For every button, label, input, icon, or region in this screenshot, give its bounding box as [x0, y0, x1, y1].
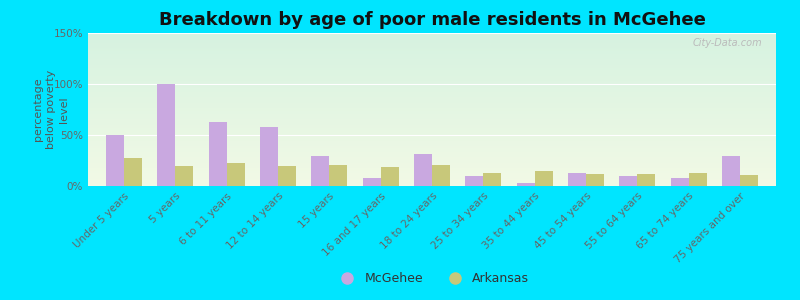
Bar: [311, 156, 330, 186]
Bar: [362, 178, 381, 186]
Bar: [586, 174, 604, 186]
Bar: [278, 166, 296, 186]
Title: Breakdown by age of poor male residents in McGehee: Breakdown by age of poor male residents …: [158, 11, 706, 29]
Bar: [568, 173, 586, 186]
Bar: [209, 122, 226, 186]
Bar: [619, 176, 638, 186]
Bar: [534, 171, 553, 186]
Bar: [432, 165, 450, 186]
Bar: [330, 165, 347, 186]
Bar: [260, 127, 278, 186]
Bar: [106, 135, 124, 186]
Bar: [381, 167, 398, 186]
Bar: [414, 154, 432, 186]
Bar: [158, 84, 175, 186]
Bar: [689, 173, 706, 186]
Text: City-Data.com: City-Data.com: [693, 38, 762, 48]
Bar: [722, 156, 740, 186]
Bar: [638, 174, 655, 186]
Bar: [740, 175, 758, 186]
Legend: McGehee, Arkansas: McGehee, Arkansas: [330, 267, 534, 290]
Bar: [175, 166, 194, 186]
Bar: [670, 178, 689, 186]
Bar: [517, 183, 534, 186]
Bar: [483, 173, 502, 186]
Bar: [226, 163, 245, 186]
Bar: [124, 158, 142, 186]
Bar: [466, 176, 483, 186]
Y-axis label: percentage
below poverty
level: percentage below poverty level: [33, 70, 69, 149]
